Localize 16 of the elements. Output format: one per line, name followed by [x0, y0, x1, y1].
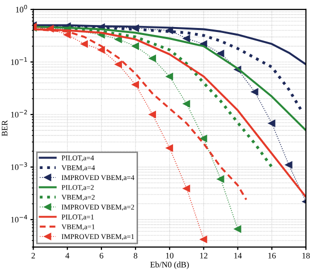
x-tick-label: 16: [268, 252, 276, 258]
y-tick-label: 10$^{−3}$: [11, 162, 28, 170]
x-tick-label: 18: [302, 252, 310, 258]
x-tick-label: 10: [166, 252, 174, 258]
x-tick-label: 12: [200, 252, 208, 258]
x-tick-label: 8: [134, 252, 138, 258]
x-tick-label: 14: [234, 252, 242, 258]
x-tick-label: 6: [100, 252, 104, 258]
y-tick-label: 10$^{−2}$: [11, 110, 27, 118]
y-tick-label: 10$^{−4}$: [11, 214, 28, 223]
x-axis-title: Eb/N0 (dB): [150, 262, 189, 270]
x-tick-label: 2: [32, 252, 35, 258]
x-tick-label: 4: [65, 252, 70, 258]
y-axis-title: BER: [2, 120, 8, 136]
y-tick-label: 10$^{−1}$: [11, 57, 27, 65]
y-tick-label: 10$^{0}$: [16, 4, 28, 12]
